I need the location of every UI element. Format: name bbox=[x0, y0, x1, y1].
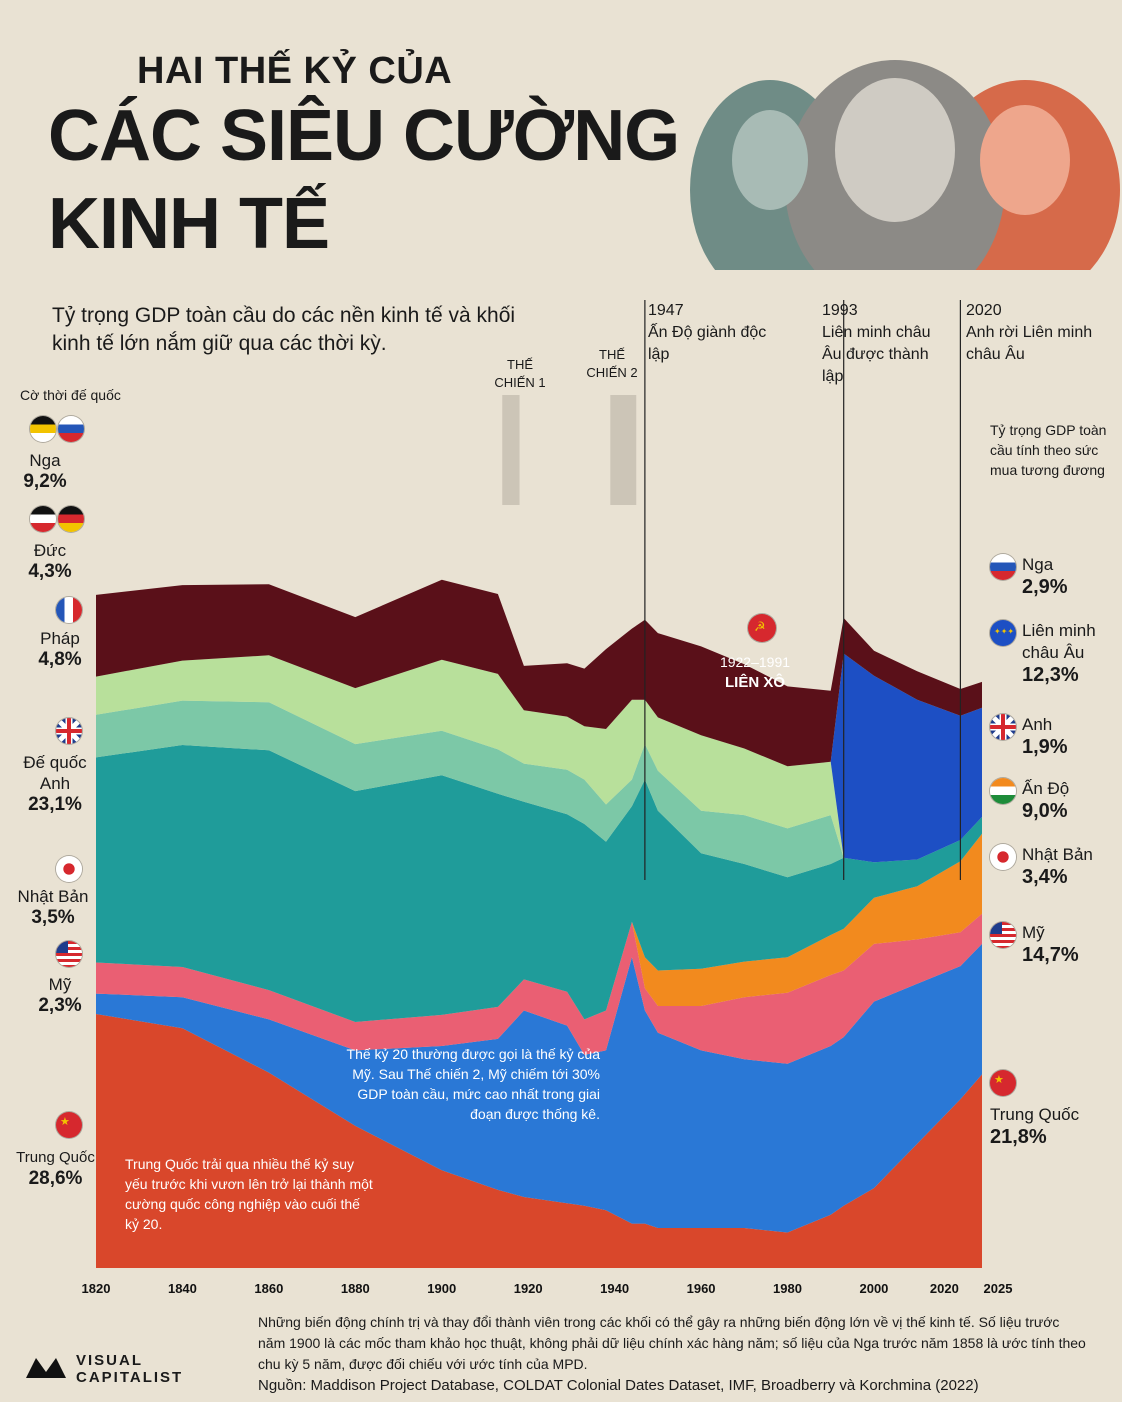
china-flag-icon: ★ bbox=[56, 1112, 82, 1138]
russia-right-flag-icon bbox=[990, 554, 1016, 580]
france-flag-icon bbox=[56, 597, 82, 623]
event-1993: 1993 Liên minh châu Âu được thành lập bbox=[822, 302, 931, 385]
right-label-india: Ấn Độ 9,0% bbox=[1022, 779, 1070, 822]
russia-flag-icon bbox=[58, 416, 84, 442]
usa-note: Thế kỷ 20 thường được gọi là thế kỷ của … bbox=[346, 1046, 600, 1122]
ww2-label: THẾ CHIẾN 2 bbox=[586, 347, 638, 380]
germany-flag-icon bbox=[58, 506, 84, 532]
x-tick-label: 1880 bbox=[341, 1281, 370, 1296]
x-tick-label: 1820 bbox=[82, 1281, 111, 1296]
subtitle: Tỷ trọng GDP toàn cầu do các nền kinh tế… bbox=[52, 304, 516, 355]
area-series-1 bbox=[96, 943, 982, 1233]
japan-flag-icon bbox=[56, 856, 82, 882]
title-line-3: KINH TẾ bbox=[48, 184, 330, 264]
germany-imperial-flag-icon bbox=[30, 506, 56, 532]
eu-flag-icon: ✦✦✦ bbox=[990, 620, 1016, 646]
title-line-1: HAI THẾ KỶ CỦA bbox=[137, 50, 453, 92]
right-label-eu: Liên minh châu Âu 12,3% bbox=[1022, 621, 1096, 686]
left-label-china: Trung Quốc 28,6% bbox=[16, 1149, 95, 1189]
x-tick-label: 2025 bbox=[984, 1281, 1013, 1296]
x-tick-label: 2000 bbox=[859, 1281, 888, 1296]
left-label-france: Pháp 4,8% bbox=[38, 629, 82, 670]
india-flag-icon bbox=[990, 778, 1016, 804]
banknote-portraits-illustration bbox=[690, 60, 1120, 270]
x-tick-label: 1900 bbox=[427, 1281, 456, 1296]
china-note: Trung Quốc trải qua nhiều thế kỷ suy yếu… bbox=[125, 1156, 373, 1232]
usa-flag-icon bbox=[56, 941, 82, 967]
area-series-4 bbox=[96, 745, 982, 1022]
x-tick-label: 1860 bbox=[254, 1281, 283, 1296]
x-tick-label: 1980 bbox=[773, 1281, 802, 1296]
uk-right-flag-icon bbox=[990, 714, 1016, 740]
event-1947: 1947 Ấn Độ giành độc lập bbox=[648, 302, 767, 363]
chart-areas bbox=[96, 579, 982, 1268]
x-tick-label: 1840 bbox=[168, 1281, 197, 1296]
right-label-japan: Nhật Bản 3,4% bbox=[1022, 845, 1093, 888]
uk-flag-icon bbox=[56, 718, 82, 744]
legend-title: Cờ thời đế quốc bbox=[20, 387, 121, 403]
event-2020: 2020 Anh rời Liên minh châu Âu bbox=[966, 302, 1093, 363]
logo-mark-icon bbox=[26, 1358, 66, 1378]
left-label-japan: Nhật Bản 3,5% bbox=[17, 887, 89, 928]
war-band-2 bbox=[610, 395, 637, 505]
x-tick-label: 2020 bbox=[930, 1281, 959, 1296]
area-series-3 bbox=[96, 833, 982, 1022]
war-band-1 bbox=[502, 395, 520, 505]
left-label-germany: Đức 4,3% bbox=[28, 541, 72, 582]
area-series-2 bbox=[96, 913, 982, 1064]
area-series-5 bbox=[96, 700, 982, 878]
visual-capitalist-logo: VISUAL CAPITALIST bbox=[22, 1352, 183, 1386]
russia-imperial-flag-icon bbox=[30, 416, 56, 442]
ww1-label: THẾ CHIẾN 1 bbox=[494, 357, 546, 390]
x-tick-label: 1940 bbox=[600, 1281, 629, 1296]
japan-right-flag-icon bbox=[990, 844, 1016, 870]
usa-right-flag-icon bbox=[990, 922, 1016, 948]
footnote: Những biến động chính trị và thay đổi th… bbox=[258, 1314, 1086, 1372]
right-axis-note: Tỷ trọng GDP toàn cầu tính theo sức mua … bbox=[990, 422, 1107, 478]
area-series-8 bbox=[96, 579, 982, 767]
area-series-7 bbox=[96, 653, 982, 863]
left-label-usa: Mỹ 2,3% bbox=[38, 975, 82, 1016]
right-label-china: Trung Quốc 21,8% bbox=[990, 1105, 1080, 1148]
title-line-2: CÁC SIÊU CƯỜNG bbox=[48, 96, 680, 176]
area-series-0 bbox=[96, 1014, 982, 1268]
x-axis-ticks: 1820 1840 1860 1880 1900 1920 1940 1960 1980 2000… bbox=[82, 1281, 1013, 1296]
left-label-russia: Nga 9,2% bbox=[23, 451, 67, 492]
ussr-flag-icon: ☭ bbox=[748, 614, 776, 642]
left-label-uk: Đế quốc Anh 23,1% bbox=[23, 753, 87, 815]
right-label-uk: Anh 1,9% bbox=[1022, 715, 1068, 758]
x-tick-label: 1960 bbox=[687, 1281, 716, 1296]
area-series-6 bbox=[96, 655, 982, 863]
ussr-label: 1922–1991 LIÊN XÔ bbox=[719, 654, 791, 691]
x-tick-label: 1920 bbox=[514, 1281, 543, 1296]
right-label-usa: Mỹ 14,7% bbox=[1022, 923, 1079, 966]
chart-event-markers bbox=[502, 300, 961, 880]
right-label-russia: Nga 2,9% bbox=[1022, 555, 1068, 598]
china-right-flag-icon: ★ bbox=[990, 1070, 1016, 1096]
source: Nguồn: Maddison Project Database, COLDAT… bbox=[258, 1377, 979, 1394]
